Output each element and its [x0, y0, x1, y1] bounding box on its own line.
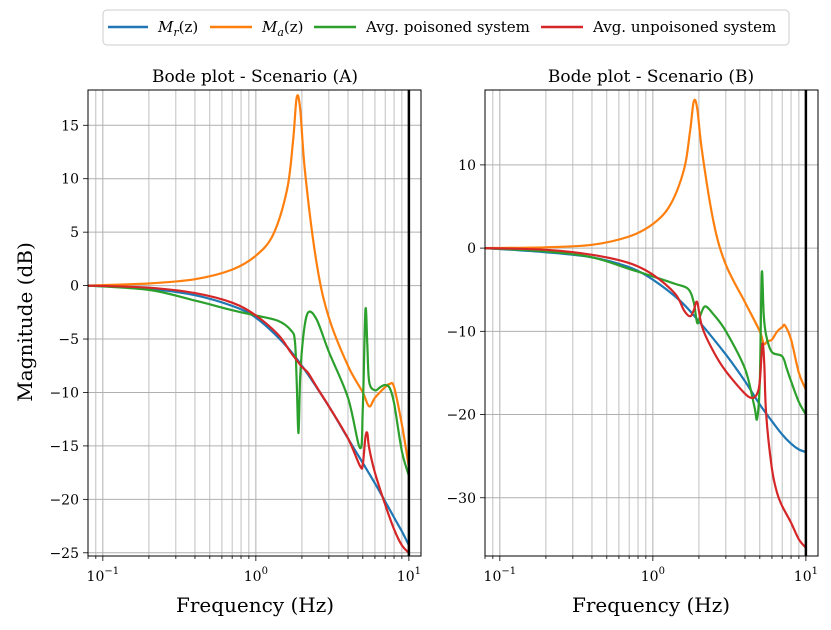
panel-a-yticks: 15 10 5 0 −5 −10 −15 −20 −25: [49, 118, 88, 562]
x-tick-label: 10−1: [87, 566, 120, 585]
x-tick-label: 101: [794, 566, 818, 585]
y-tick-label: 15: [61, 118, 79, 134]
legend-label-unpoisoned: Avg. unpoisoned system: [592, 18, 776, 36]
panel-a-frame: [87, 89, 422, 557]
legend-label-poisoned: Avg. poisoned system: [365, 18, 530, 36]
panel-b-xlabel: Frequency (Hz): [572, 593, 730, 617]
y-tick-label: −20: [446, 408, 476, 424]
x-tick-label: 100: [244, 566, 268, 585]
y-tick-label: 5: [70, 225, 79, 241]
panel-a-lines: [87, 90, 411, 556]
panel-a-grid: [87, 90, 421, 556]
series-line-ma-z: [87, 94, 410, 468]
panel-b: Bode plot - Scenario (B) 100−10−20−30 10…: [446, 67, 819, 617]
legend-label-ma: Ma(z): [261, 18, 304, 39]
series-line-avg-unpoisoned-system: [484, 247, 807, 549]
panel-b-xticks: 10−1 100 101: [484, 556, 818, 585]
panel-a-title: Bode plot - Scenario (A): [152, 67, 358, 87]
legend-entry-mr: Mr(z): [108, 18, 198, 39]
x-tick-label: 100: [641, 566, 665, 585]
series-line-mr-z: [87, 284, 410, 546]
legend-entry-poisoned: Avg. poisoned system: [314, 18, 530, 36]
y-tick-label: −25: [49, 546, 79, 562]
panel-b-grid: [484, 90, 818, 556]
series-line-avg-unpoisoned-system: [87, 284, 410, 554]
panel-a-xticks: 10−1 100 101: [87, 556, 421, 585]
y-tick-label: −15: [49, 439, 79, 455]
x-tick-label: 101: [397, 566, 421, 585]
plot-frame: [87, 89, 422, 557]
legend: Mr(z) Ma(z) Avg. poisoned system Avg. un…: [102, 9, 790, 46]
y-tick-label: 10: [458, 158, 476, 174]
y-tick-label: −5: [58, 332, 79, 348]
panel-b-title: Bode plot - Scenario (B): [548, 67, 754, 87]
plot-frame: [484, 89, 819, 557]
series-line-ma-z: [484, 98, 807, 391]
panel-b-yticks: 10 0 −10 −20 −30: [446, 158, 485, 507]
y-tick-label: 0: [467, 241, 476, 257]
y-tick-label: 0: [70, 279, 79, 295]
panel-b-frame: [484, 89, 819, 557]
legend-label-mr: Mr(z): [157, 18, 198, 39]
panel-a-ylabel: Magnitude (dB): [13, 242, 37, 402]
panel-a-xlabel: Frequency (Hz): [176, 593, 334, 617]
y-tick-label: −10: [49, 385, 79, 401]
legend-entry-unpoisoned: Avg. unpoisoned system: [541, 18, 776, 36]
legend-entry-ma: Ma(z): [210, 18, 304, 39]
series-line-avg-poisoned-system: [87, 284, 410, 477]
panel-a: Bode plot - Scenario (A) 15 10 5 0 −5 −10 −15 −…: [13, 67, 422, 617]
y-tick-label: −10: [446, 324, 476, 340]
y-tick-label: −20: [49, 492, 79, 508]
y-tick-label: 10: [61, 172, 79, 188]
legend-frame: [102, 9, 790, 46]
x-tick-label: 10−1: [484, 566, 517, 585]
series-line-mr-z: [484, 247, 807, 454]
y-tick-label: −30: [446, 491, 476, 507]
panel-b-lines: [484, 90, 808, 556]
